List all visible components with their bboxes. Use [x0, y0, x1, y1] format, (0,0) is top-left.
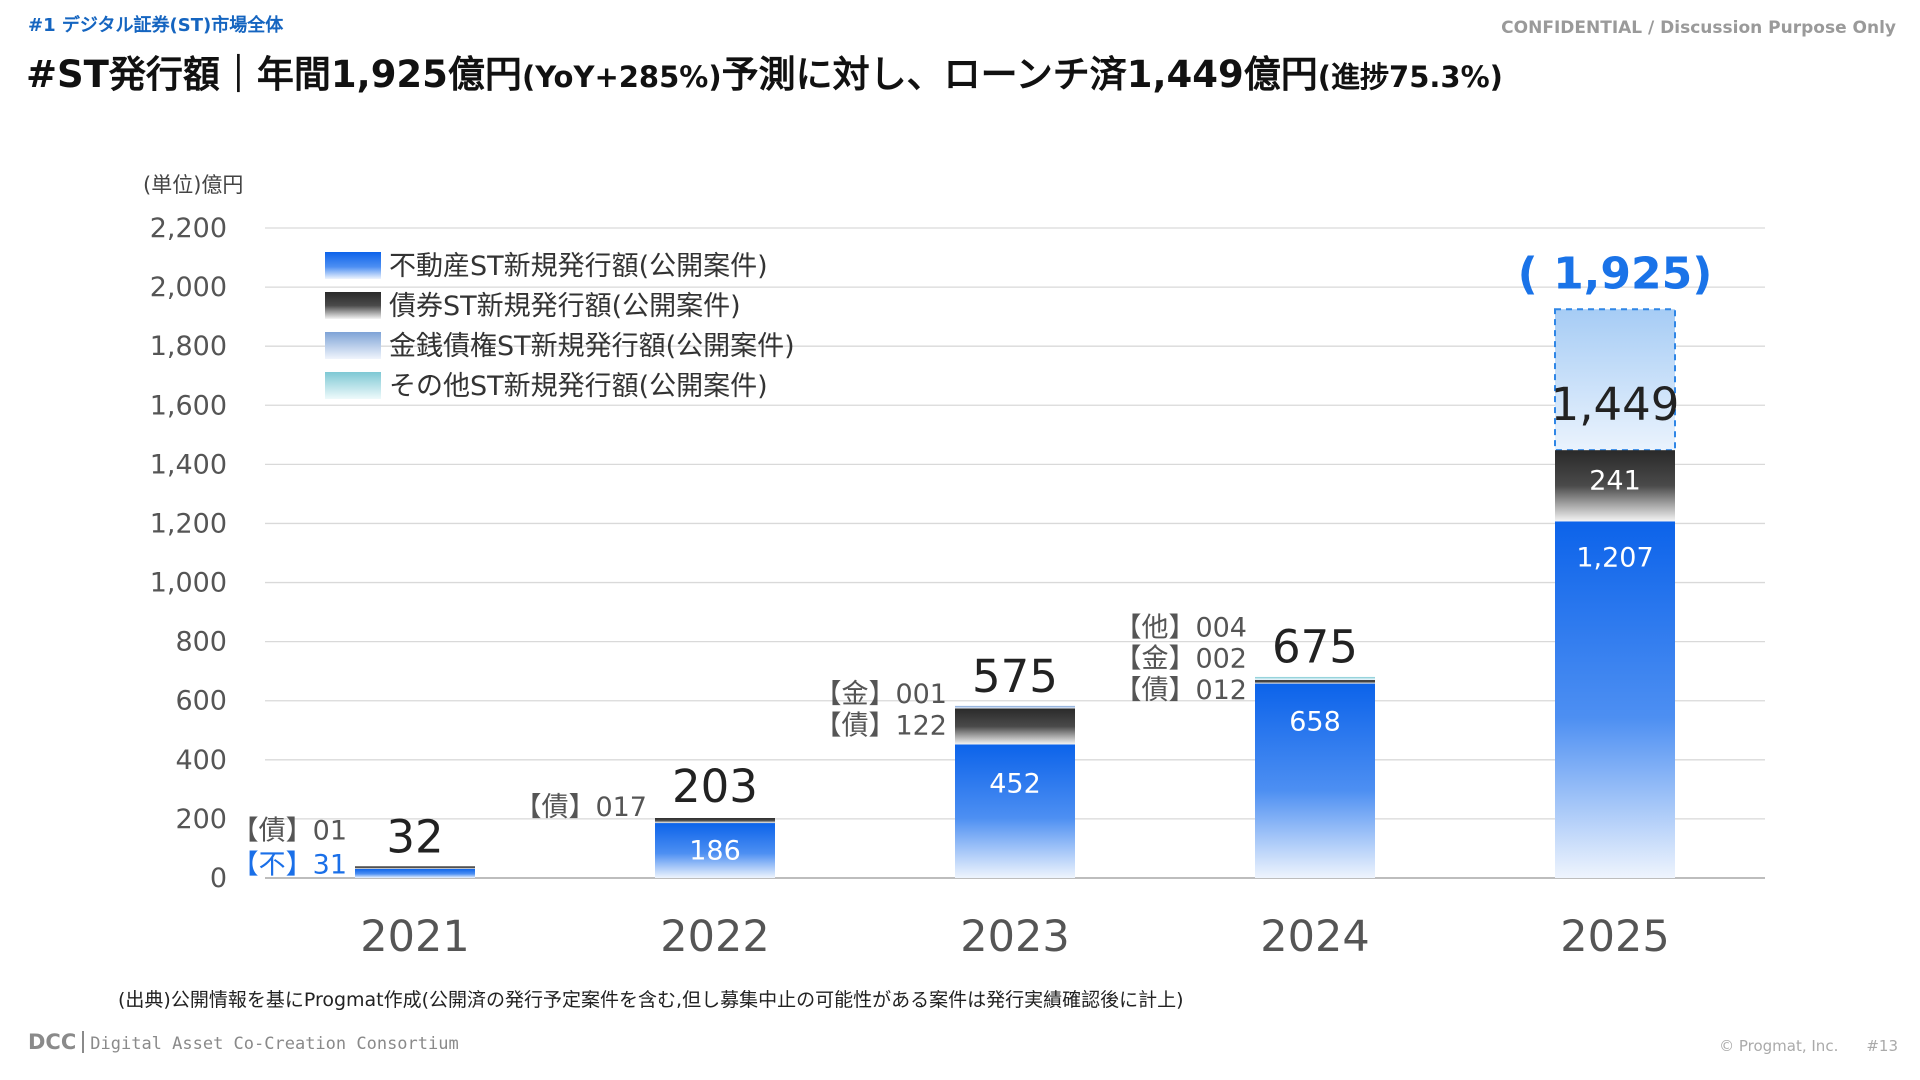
y-tick-label: 800 [175, 627, 227, 658]
x-tick-label: 2025 [1560, 912, 1669, 962]
legend-swatch-receivable [325, 332, 381, 359]
total-label: 675 [1272, 620, 1358, 673]
side-annotation: 【不】31 [232, 850, 347, 881]
side-annotation: 【債】122 [814, 710, 947, 741]
legend-label-realestate: 不動産ST新規発行額(公開案件) [389, 251, 768, 282]
y-tick-label: 200 [175, 804, 227, 835]
total-label: 1,449 [1551, 378, 1680, 431]
bar-bond [1555, 450, 1675, 522]
bar-bond [655, 818, 775, 824]
y-tick-label: 400 [175, 745, 227, 776]
legend-label-bond: 債券ST新規発行額(公開案件) [389, 291, 741, 322]
inner-value-label: 1,207 [1576, 542, 1653, 573]
side-annotation: 【債】017 [514, 792, 647, 823]
bar-realestate [655, 823, 775, 878]
inner-value-label: 241 [1589, 466, 1641, 497]
dcc-logo-short: DCC [28, 1030, 77, 1054]
bar-receivable [955, 705, 1075, 709]
dcc-logo-full: Digital Asset Co-Creation Consortium [90, 1034, 459, 1054]
x-tick-label: 2023 [960, 912, 1069, 962]
y-tick-label: 1,200 [150, 508, 227, 539]
section-label: #1 デジタル証券(ST)市場全体 [28, 15, 284, 36]
copyright: © Progmat, Inc. #13 [1691, 1037, 1898, 1055]
side-annotation: 【債】01 [232, 816, 347, 847]
title-mid: 予測に対し、ローンチ済1,449億円 [721, 53, 1318, 96]
bar-bond [355, 866, 475, 869]
logo-divider [82, 1031, 85, 1053]
total-label: 575 [972, 650, 1058, 703]
x-tick-label: 2022 [660, 912, 769, 962]
y-tick-label: 600 [175, 686, 227, 717]
legend-label-receivable: 金銭債権ST新規発行額(公開案件) [389, 331, 795, 362]
bar-realestate [955, 744, 1075, 878]
y-tick-label: 2,000 [150, 272, 227, 303]
bar-realestate [355, 868, 475, 878]
inner-value-label: 658 [1289, 707, 1341, 738]
side-annotation: 【他】004 [1114, 612, 1247, 643]
bar-bond [955, 708, 1075, 745]
y-tick-label: 0 [210, 863, 227, 894]
dcc-logo: DCC Digital Asset Co-Creation Consortium [28, 1030, 459, 1054]
legend-label-other: その他ST新規発行額(公開案件) [389, 371, 768, 402]
title-main: #ST発行額｜年間1,925億円 [26, 53, 522, 96]
side-annotation: 【金】001 [814, 679, 947, 710]
bar-bond [1255, 680, 1375, 684]
bar-realestate [1555, 521, 1675, 878]
title-yoy: (YoY+285%) [521, 60, 722, 94]
y-tick-label: 1,600 [150, 390, 227, 421]
copyright-text: © Progmat, Inc. [1719, 1037, 1839, 1055]
legend-swatch-other [325, 372, 381, 399]
bar-realestate [1255, 683, 1375, 878]
legend-swatch-realestate [325, 252, 381, 279]
y-tick-label: 1,400 [150, 449, 227, 480]
source-note: (出典)公開情報を基にProgmat作成(公開済の発行予定案件を含む,但し募集中… [118, 989, 1184, 1011]
inner-value-label: 186 [689, 836, 741, 867]
inner-value-label: 452 [989, 768, 1041, 799]
y-tick-label: 2,200 [150, 213, 227, 244]
y-tick-label: 1,800 [150, 331, 227, 362]
confidential-label: CONFIDENTIAL / Discussion Purpose Only [1501, 18, 1896, 38]
page-number: #13 [1866, 1037, 1898, 1055]
total-label: 32 [386, 811, 443, 864]
unit-label: (単位)億円 [143, 173, 243, 197]
title-progress: (進捗75.3%) [1317, 60, 1503, 94]
side-annotation: 【金】002 [1114, 643, 1247, 674]
bar-other [1255, 676, 1375, 680]
x-tick-label: 2024 [1260, 912, 1369, 962]
y-tick-label: 1,000 [150, 568, 227, 599]
legend-swatch-bond [325, 292, 381, 319]
forecast-label: ( 1,925) [1518, 248, 1713, 299]
forecast-bar [1554, 308, 1676, 452]
total-label: 203 [672, 760, 758, 813]
side-annotation: 【債】012 [1114, 675, 1247, 706]
x-tick-label: 2021 [360, 912, 469, 962]
page-title: #ST発行額｜年間1,925億円(YoY+285%)予測に対し、ローンチ済1,4… [26, 44, 1503, 98]
